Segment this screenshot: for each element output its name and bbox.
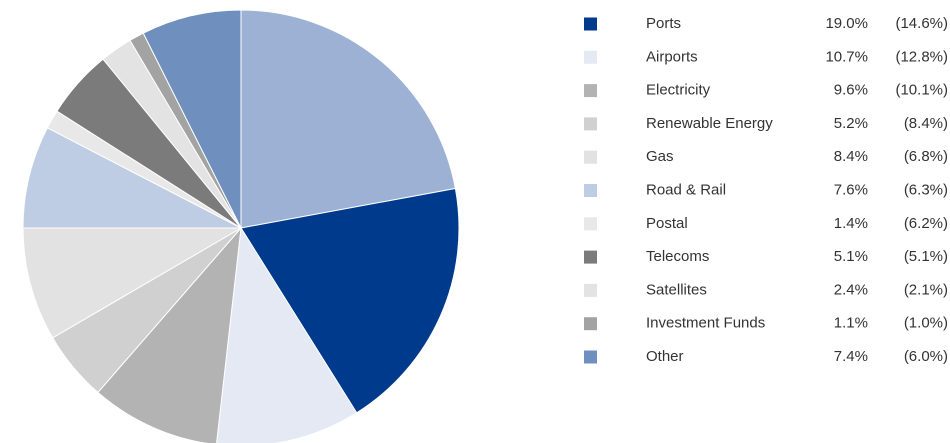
- legend-label: Satellites: [646, 281, 707, 298]
- value-label: 7.6%: [834, 181, 868, 198]
- comparison-label: (8.4%): [904, 115, 948, 132]
- value-label: 2.4%: [834, 281, 868, 298]
- comparison-label: (1.0%): [904, 315, 948, 332]
- pie-slice: [22, 227, 243, 339]
- comparison-label: (10.1%): [895, 82, 948, 99]
- comparison-label: (6.8%): [904, 148, 948, 165]
- comparison-label: (6.0%): [904, 348, 948, 365]
- legend-swatch: [584, 217, 597, 231]
- legend-swatch: [584, 317, 597, 331]
- value-label: 7.4%: [834, 348, 868, 365]
- legend-swatch: [584, 17, 597, 31]
- pie-slice: [97, 226, 242, 443]
- value-label: 10.7%: [825, 48, 868, 65]
- pie-slice: [240, 9, 456, 229]
- legend-label: Electricity: [646, 82, 711, 99]
- legend-label: Ports: [646, 15, 681, 32]
- legend-swatch: [584, 283, 597, 297]
- comparison-label: (12.8%): [895, 48, 948, 65]
- legend-label: Airports: [646, 48, 698, 65]
- value-label: 8.4%: [834, 148, 868, 165]
- value-label: 5.1%: [834, 248, 868, 265]
- legend-swatch: [584, 184, 597, 197]
- comparison-label: (6.3%): [904, 181, 948, 198]
- value-label: 9.6%: [834, 82, 868, 99]
- comparison-label: (5.1%): [904, 248, 948, 265]
- legend-label: Telecoms: [646, 248, 709, 265]
- legend-swatch: [584, 250, 597, 264]
- pie-slice: [240, 187, 460, 414]
- comparison-label: (2.1%): [904, 281, 948, 298]
- pie-slice: [216, 226, 358, 443]
- legend-swatch: [584, 84, 597, 98]
- comparison-label: (6.2%): [904, 215, 948, 232]
- comparison-label: (14.6%): [895, 15, 948, 32]
- pie-slice: [22, 127, 242, 229]
- legend-label: Postal: [646, 215, 688, 232]
- value-label: 19.0%: [825, 15, 868, 32]
- legend-swatch: [584, 50, 597, 64]
- pie-slice: [142, 9, 242, 229]
- legend-swatch: [584, 150, 597, 164]
- value-label: 1.1%: [834, 315, 868, 332]
- legend-label: Road & Rail: [646, 181, 726, 198]
- value-label: 1.4%: [834, 215, 868, 232]
- value-label: 5.2%: [834, 115, 868, 132]
- legend-label: Other: [646, 348, 684, 365]
- legend-swatch: [584, 350, 597, 364]
- legend-label: Renewable Energy: [646, 115, 773, 132]
- legend-label: Investment Funds: [646, 315, 765, 332]
- legend-label: Gas: [646, 148, 674, 165]
- legend-swatch: [584, 117, 597, 131]
